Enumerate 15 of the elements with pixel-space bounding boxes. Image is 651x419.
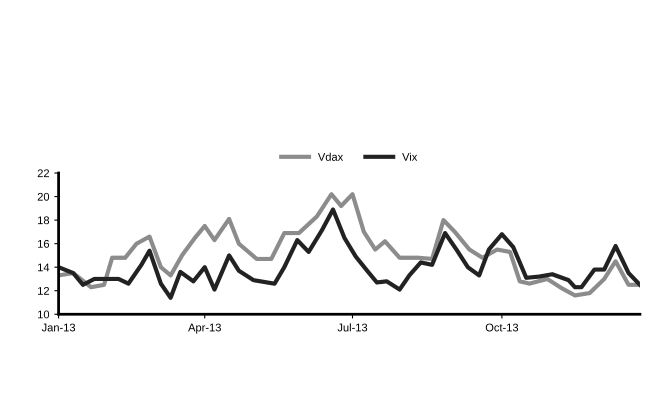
x-tick-label: Oct-13	[486, 324, 518, 332]
x-tick-label: Apr-13	[188, 324, 221, 334]
y-tick-label: 22	[38, 169, 50, 178]
y-tick-label: 18	[38, 216, 50, 224]
y-tick-label: 14	[38, 264, 50, 272]
y-tick-label: 12	[38, 286, 50, 295]
x-tick-label: Jul-13	[338, 323, 368, 332]
y-tick-label: 16	[38, 240, 50, 248]
x-tick-label: Jan-13	[42, 324, 76, 332]
y-tick-label: 20	[38, 192, 50, 201]
legend-label: Vix	[402, 152, 418, 161]
legend-label: Vdax	[318, 152, 344, 161]
line-series	[58, 192, 640, 298]
y-tick-label: 10	[38, 310, 50, 318]
line-series	[58, 207, 640, 300]
